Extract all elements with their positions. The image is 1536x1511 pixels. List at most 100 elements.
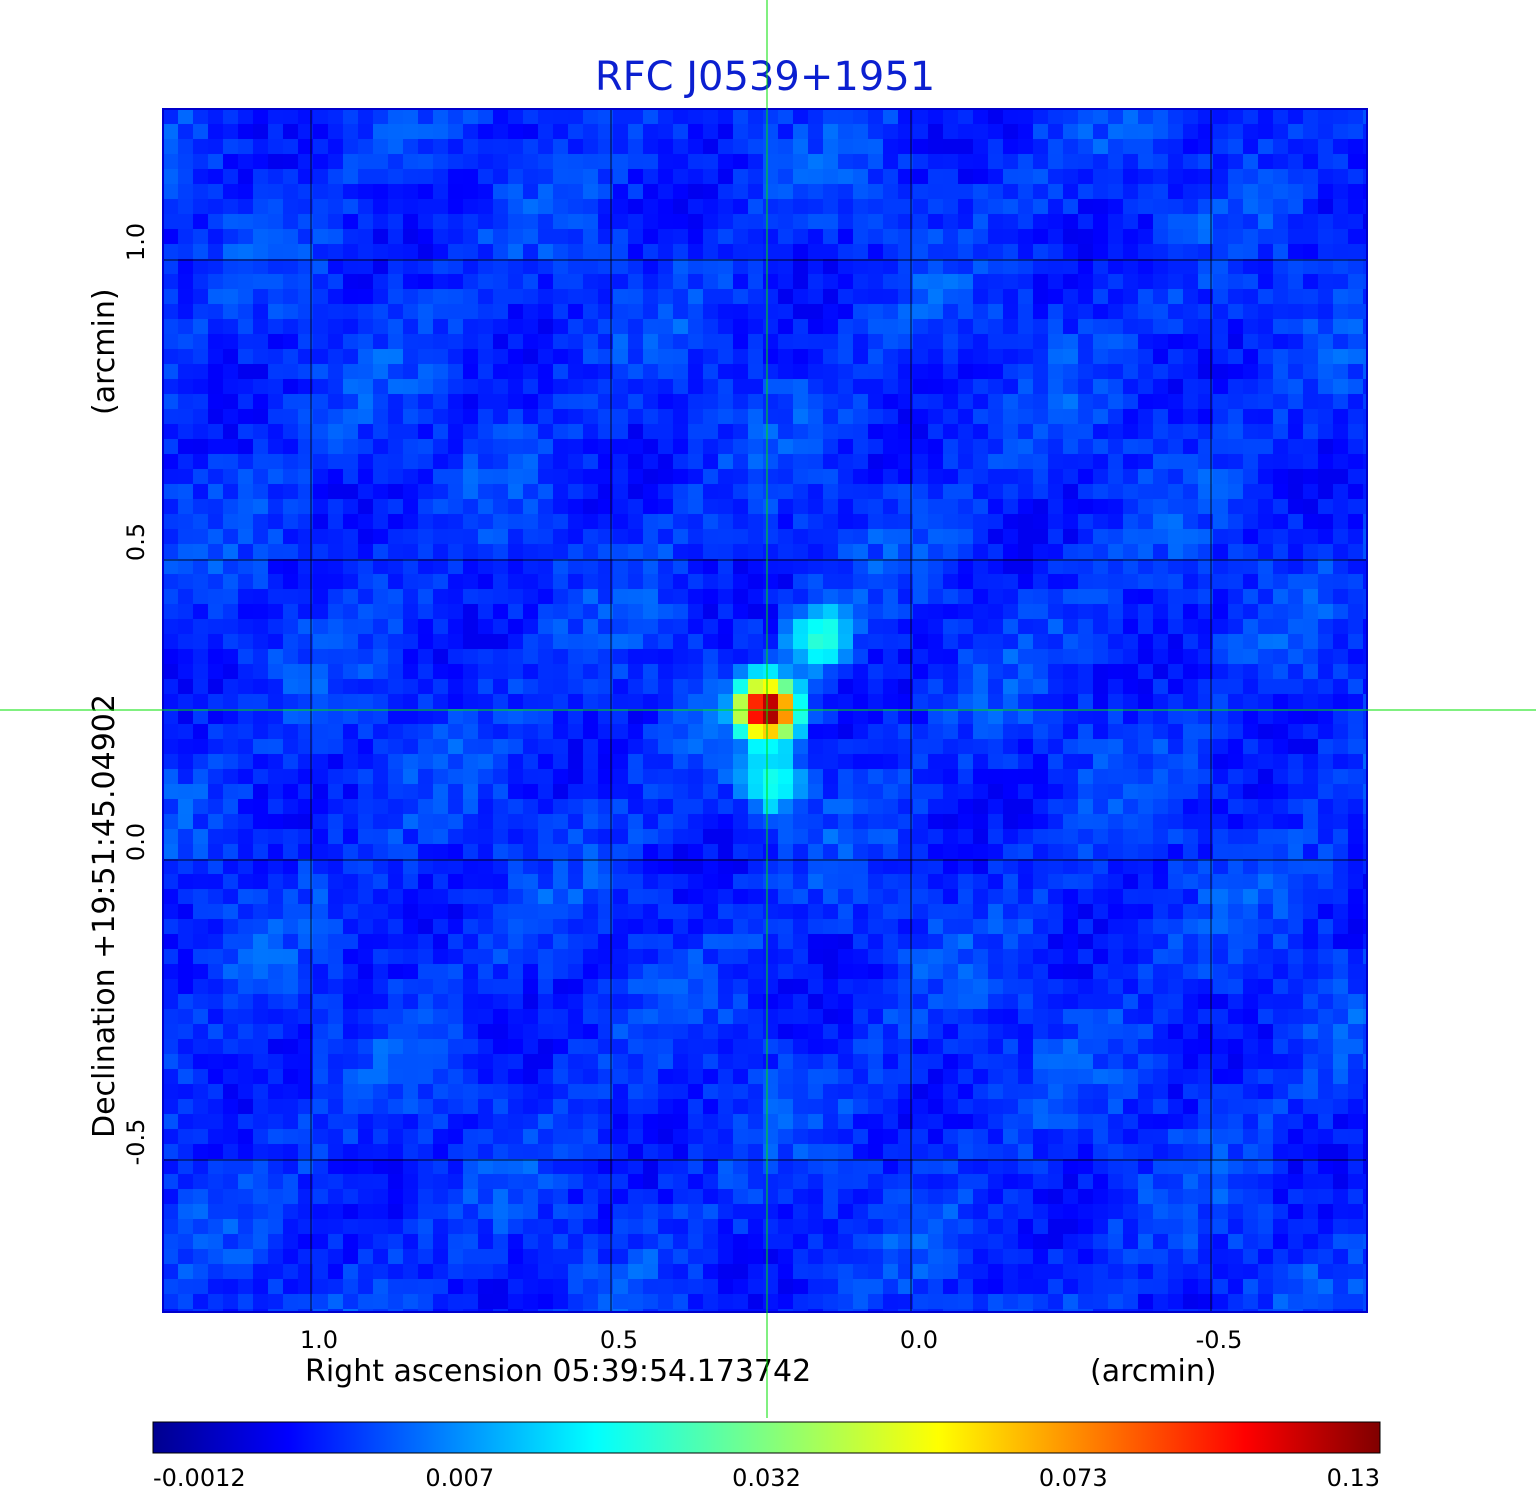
- heatmap-cell: [628, 1009, 644, 1025]
- heatmap-cell: [793, 874, 809, 890]
- heatmap-cell: [1108, 724, 1124, 740]
- heatmap-cell: [1363, 259, 1367, 275]
- heatmap-cell: [868, 859, 884, 875]
- heatmap-cell: [673, 1024, 689, 1040]
- heatmap-cell: [643, 574, 659, 590]
- heatmap-cell: [703, 844, 719, 860]
- heatmap-cell: [1108, 619, 1124, 635]
- heatmap-cell: [793, 604, 809, 620]
- heatmap-cell: [943, 199, 959, 215]
- heatmap-cell: [1198, 109, 1214, 125]
- heatmap-cell: [1033, 739, 1049, 755]
- heatmap-cell: [1318, 454, 1334, 470]
- heatmap-cell: [1018, 454, 1034, 470]
- heatmap-cell: [223, 364, 239, 380]
- heatmap-cell: [388, 514, 404, 530]
- heatmap-cell: [1243, 169, 1259, 185]
- heatmap-cell: [1153, 979, 1169, 995]
- heatmap-cell: [568, 229, 584, 245]
- heatmap-cell: [1138, 574, 1154, 590]
- heatmap-cell: [1363, 859, 1367, 875]
- heatmap-cell: [718, 169, 734, 185]
- heatmap-cell: [1273, 769, 1289, 785]
- heatmap-cell: [568, 304, 584, 320]
- heatmap-cell: [583, 469, 599, 485]
- heatmap-cell: [688, 619, 704, 635]
- heatmap-cell: [1243, 739, 1259, 755]
- heatmap-cell: [658, 1009, 674, 1025]
- heatmap-cell: [1168, 679, 1184, 695]
- heatmap-cell: [208, 769, 224, 785]
- heatmap-cell: [1108, 769, 1124, 785]
- heatmap-cell: [868, 904, 884, 920]
- heatmap-cell: [313, 169, 329, 185]
- heatmap-cell: [1318, 604, 1334, 620]
- heatmap-cell: [1243, 124, 1259, 140]
- heatmap-cell: [718, 964, 734, 980]
- heatmap-cell: [643, 244, 659, 260]
- heatmap-cell: [643, 934, 659, 950]
- heatmap-cell: [1363, 229, 1367, 245]
- heatmap-cell: [238, 274, 254, 290]
- heatmap-cell: [763, 139, 779, 155]
- heatmap-cell: [733, 229, 749, 245]
- heatmap-cell: [748, 814, 764, 830]
- heatmap-cell: [553, 544, 569, 560]
- heatmap-cell: [628, 304, 644, 320]
- heatmap-cell: [988, 649, 1004, 665]
- heatmap-cell: [898, 319, 914, 335]
- heatmap-cell: [1063, 169, 1079, 185]
- heatmap-cell: [1288, 364, 1304, 380]
- heatmap-cell: [493, 169, 509, 185]
- heatmap-cell: [493, 934, 509, 950]
- heatmap-cell: [838, 154, 854, 170]
- heatmap-cell: [553, 574, 569, 590]
- heatmap-cell: [238, 184, 254, 200]
- heatmap-cell: [298, 184, 314, 200]
- heatmap-cell: [313, 154, 329, 170]
- heatmap-cell: [613, 454, 629, 470]
- heatmap-cell: [283, 274, 299, 290]
- heatmap-cell: [883, 754, 899, 770]
- heatmap-cell: [763, 739, 779, 755]
- heatmap-cell: [1273, 874, 1289, 890]
- heatmap-cell: [178, 1009, 194, 1025]
- heatmap-cell: [493, 814, 509, 830]
- heatmap-cell: [1063, 409, 1079, 425]
- heatmap-cell: [658, 589, 674, 605]
- heatmap-cell: [1123, 424, 1139, 440]
- heatmap-cell: [463, 634, 479, 650]
- heatmap-cell: [1318, 319, 1334, 335]
- heatmap-cell: [643, 589, 659, 605]
- heatmap-cell: [1078, 964, 1094, 980]
- heatmap-cell: [823, 889, 839, 905]
- heatmap-cell: [583, 484, 599, 500]
- heatmap-cell: [568, 124, 584, 140]
- heatmap-cell: [283, 949, 299, 965]
- heatmap-cell: [433, 919, 449, 935]
- heatmap-cell: [673, 874, 689, 890]
- heatmap-cell: [1258, 109, 1274, 125]
- heatmap-cell: [238, 949, 254, 965]
- heatmap-cell: [478, 394, 494, 410]
- heatmap-cell: [568, 784, 584, 800]
- heatmap-cell: [1303, 919, 1319, 935]
- heatmap-cell: [238, 694, 254, 710]
- heatmap-cell: [388, 844, 404, 860]
- heatmap-cell: [718, 784, 734, 800]
- heatmap-cell: [238, 799, 254, 815]
- heatmap-cell: [733, 334, 749, 350]
- heatmap-cell: [1018, 679, 1034, 695]
- heatmap-cell: [1303, 754, 1319, 770]
- heatmap-cell: [1258, 904, 1274, 920]
- heatmap-cell: [1363, 934, 1367, 950]
- heatmap-cell: [688, 919, 704, 935]
- heatmap-cell: [703, 529, 719, 545]
- heatmap-cell: [448, 469, 464, 485]
- heatmap-cell: [853, 349, 869, 365]
- heatmap-cell: [373, 649, 389, 665]
- heatmap-cell: [508, 814, 524, 830]
- heatmap-cell: [943, 529, 959, 545]
- heatmap-cell: [163, 814, 179, 830]
- heatmap-cell: [313, 409, 329, 425]
